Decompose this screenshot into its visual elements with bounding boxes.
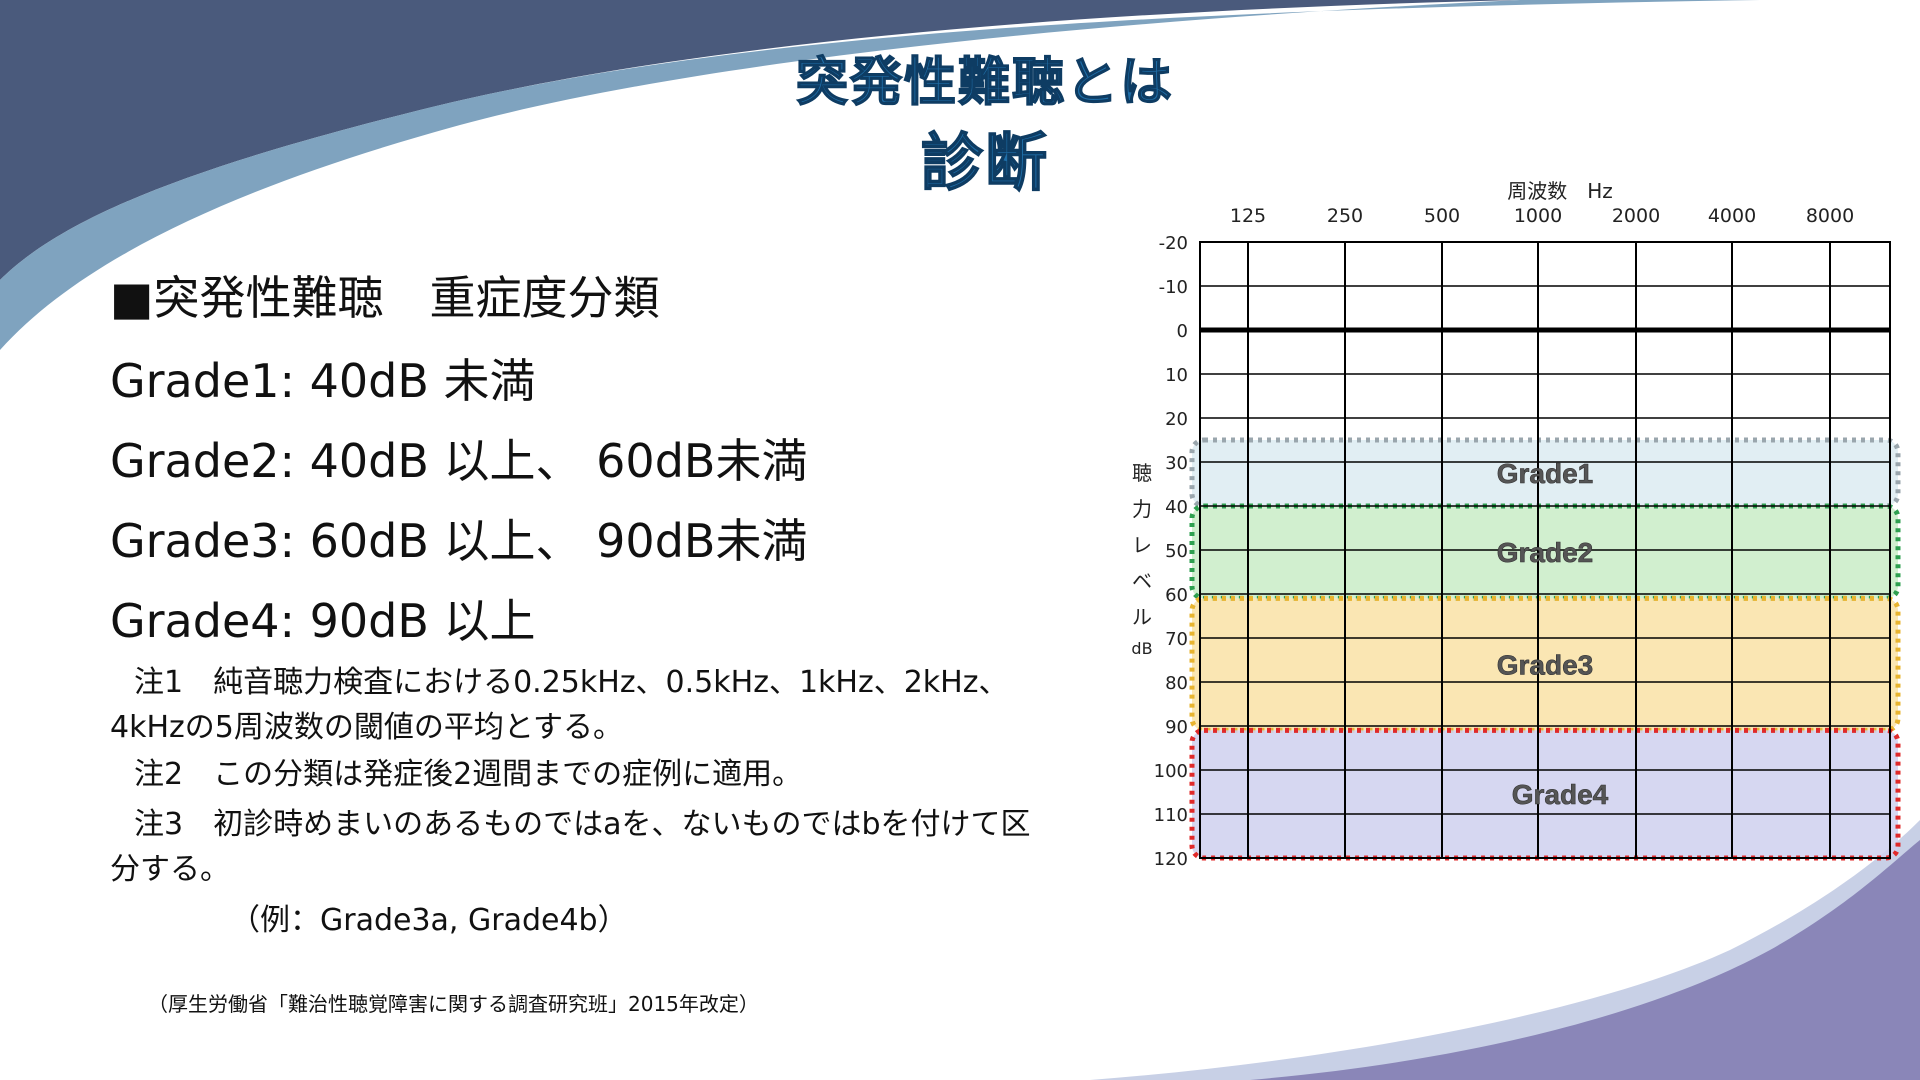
y-tick-label: 90: [1165, 717, 1188, 738]
y-tick-label: 60: [1165, 585, 1188, 606]
grade2-line: Grade2: 40dB 以上、 60dB未満: [110, 434, 808, 488]
grade-band-1: [1189, 437, 1901, 509]
grade-band-label: Grade4: [1512, 779, 1609, 810]
bottom-right-purple-swoosh: [1250, 840, 1920, 1080]
x-tick-label: 1000: [1514, 205, 1562, 227]
x-tick-label: 500: [1424, 205, 1460, 227]
y-axis-title: 聴力レベル dB: [1131, 461, 1152, 658]
x-tick-label: 250: [1327, 205, 1363, 227]
slide-subtitle: 診断: [920, 125, 1049, 200]
classification-heading: ■突発性難聴 重症度分類: [110, 271, 660, 325]
y-tick-label: 80: [1165, 673, 1188, 694]
y-tick-label: 20: [1165, 409, 1188, 430]
y-tick-label: 50: [1165, 541, 1188, 562]
y-tick-label: 30: [1165, 453, 1188, 474]
y-tick-label: 70: [1165, 629, 1188, 650]
grade4-line: Grade4: 90dB 以上: [110, 594, 536, 648]
audiogram-chart: Grade1 Grade2 Grade3 Grade4 -20 -10 0 10 20 30 40 5…: [1131, 179, 1901, 870]
y-tick-label: -10: [1159, 277, 1188, 298]
y-tick-label: 40: [1165, 497, 1188, 518]
y-tick-label: 10: [1165, 365, 1188, 386]
note-1: 注1 純音聴力検査における0.25kHz、0.5kHz、1kHz、2kHz、4k…: [110, 665, 1009, 745]
note-example: （例：Grade3a, Grade4b）: [230, 903, 628, 938]
note-2: 注2 この分類は発症後2週間までの症例に適用。: [134, 757, 803, 792]
y-tick-label: 120: [1154, 849, 1188, 870]
note-3: 注3 初診時めまいのあるものではaを、ないものではbを付けて区分する。: [110, 807, 1031, 887]
y-tick-label: 100: [1154, 761, 1188, 782]
y-tick-label: -20: [1159, 233, 1188, 254]
x-tick-label: 8000: [1806, 205, 1854, 227]
x-tick-label: 4000: [1708, 205, 1756, 227]
y-tick-label: 110: [1154, 805, 1188, 826]
x-axis-title: 周波数 Hz: [1507, 179, 1613, 203]
x-tick-label: 2000: [1612, 205, 1660, 227]
grade-band-label: Grade3: [1497, 649, 1594, 680]
grade1-line: Grade1: 40dB 未満: [110, 354, 536, 408]
grade-band-label: Grade2: [1497, 537, 1594, 568]
source-citation: （厚生労働省「難治性聴覚障害に関する調査研究班」2015年改定）: [148, 992, 759, 1016]
grade-band-label: Grade1: [1497, 458, 1594, 489]
grade3-line: Grade3: 60dB 以上、 90dB未満: [110, 514, 808, 568]
top-left-dark-swoosh: [0, 0, 1520, 280]
slide-title: 突発性難聴とは: [795, 52, 1174, 114]
grade-band-3: [1189, 595, 1901, 733]
y-tick-label: 0: [1177, 321, 1188, 342]
x-tick-label: 125: [1230, 205, 1266, 227]
